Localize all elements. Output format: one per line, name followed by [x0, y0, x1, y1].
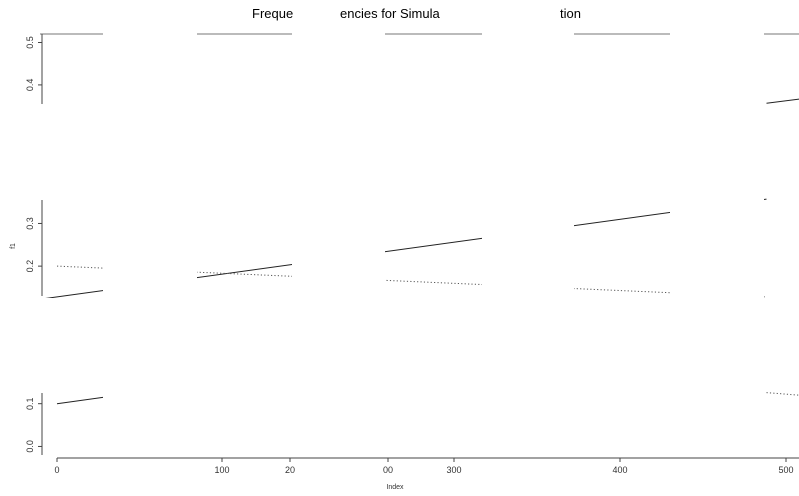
chart-title-fragment: encies for Simula: [340, 6, 440, 21]
series-line-dotted: [766, 392, 799, 396]
series-line-dotted: [56, 265, 767, 298]
gap-mask: [482, 0, 574, 483]
gap-mask: [670, 0, 764, 483]
axis-layer: [38, 34, 799, 462]
gap-mask: [292, 0, 385, 483]
y-axis-label: f1: [10, 243, 17, 249]
y-tick-label: 0.4: [25, 79, 35, 92]
chart-title-fragment: tion: [560, 6, 581, 21]
x-tick-label: 0: [54, 465, 59, 475]
mask-layer: [103, 0, 764, 483]
x-tick-label: 100: [214, 465, 229, 475]
x-tick-label: 500: [778, 465, 793, 475]
x-tick-label: 400: [612, 465, 627, 475]
x-tick-label: 300: [446, 465, 461, 475]
x-tick-label: 20: [285, 465, 295, 475]
gap-mask: [103, 0, 197, 483]
y-tick-label: 0.0: [25, 440, 35, 453]
y-tick-label: 0.2: [25, 260, 35, 273]
series-line-solid: [766, 98, 799, 104]
y-tick-label: 0.1: [25, 397, 35, 410]
x-tick-label: 00: [383, 465, 393, 475]
y-tick-label: 0.5: [25, 36, 35, 49]
y-tick-label: 0.3: [25, 217, 35, 230]
chart-title-fragment: Freque: [252, 6, 293, 21]
text-layer: 0.4 0.5 0.2 0.3 0.0 0.1 0 100 20 00 300 400 500 Frequ…: [10, 6, 794, 491]
x-axis-label: Index: [386, 484, 404, 491]
